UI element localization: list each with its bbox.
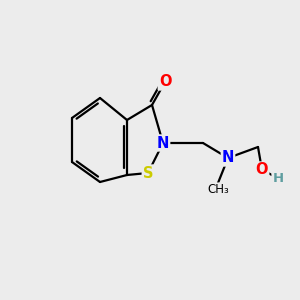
Text: N: N (222, 151, 234, 166)
Text: O: O (256, 163, 268, 178)
Text: CH₃: CH₃ (207, 183, 229, 196)
Text: N: N (157, 136, 169, 151)
Text: O: O (159, 74, 171, 89)
Text: S: S (143, 166, 153, 181)
Text: H: H (272, 172, 284, 184)
